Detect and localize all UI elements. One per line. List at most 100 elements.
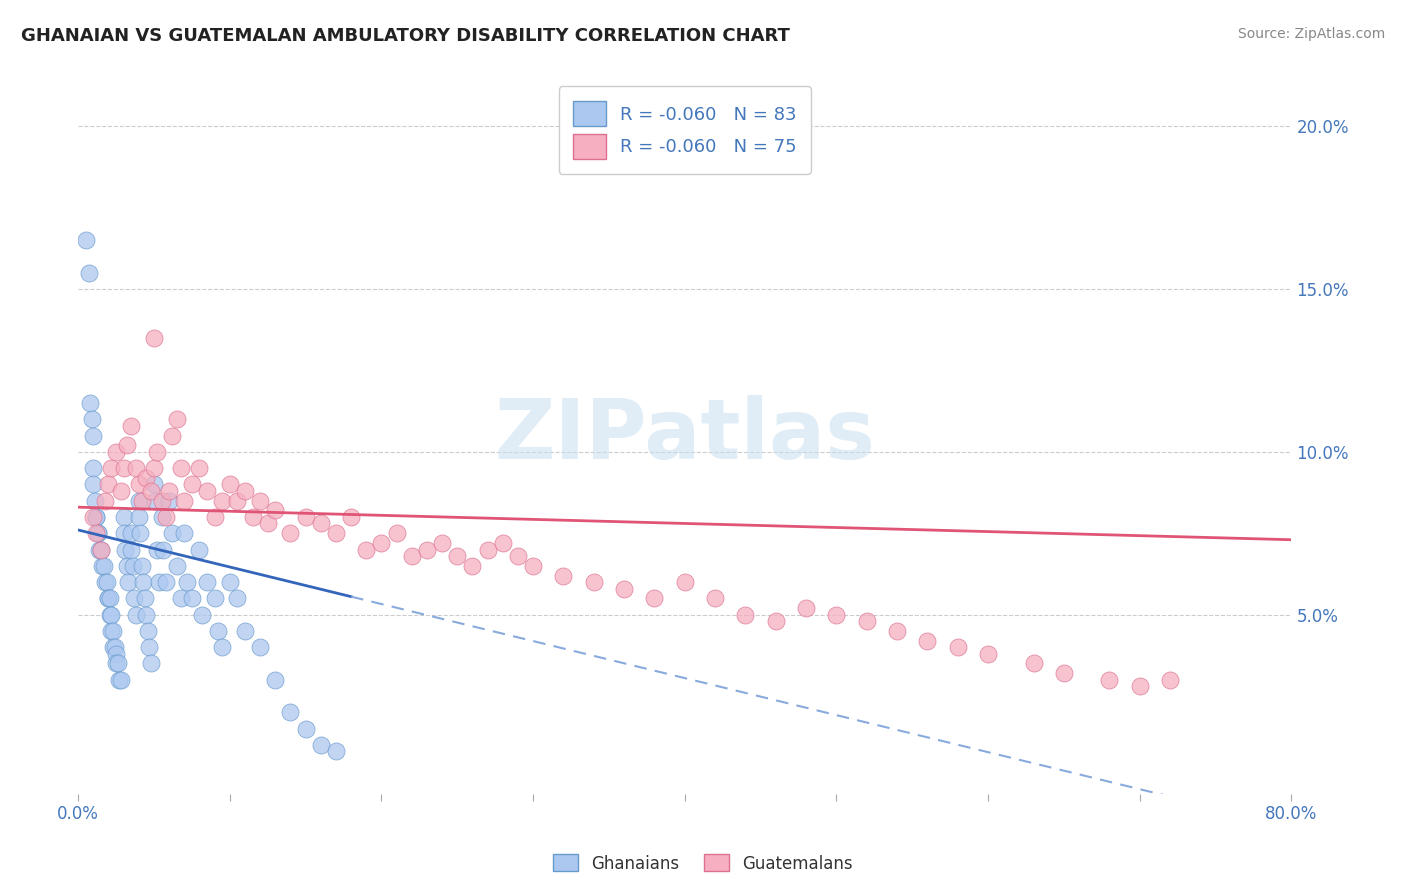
Point <box>461 558 484 573</box>
Point <box>188 542 211 557</box>
Point <box>233 624 256 638</box>
Point <box>553 568 575 582</box>
Point <box>1053 666 1076 681</box>
Point <box>107 657 129 671</box>
Point <box>112 510 135 524</box>
Point <box>103 640 125 655</box>
Point <box>765 614 787 628</box>
Point <box>673 575 696 590</box>
Point <box>226 493 249 508</box>
Point <box>101 640 124 655</box>
Point <box>128 510 150 524</box>
Point <box>173 526 195 541</box>
Point <box>94 493 117 508</box>
Point <box>477 542 499 557</box>
Point <box>704 591 727 606</box>
Point <box>166 558 188 573</box>
Point <box>87 526 110 541</box>
Point <box>82 477 104 491</box>
Point <box>114 542 136 557</box>
Point <box>108 673 131 687</box>
Point <box>242 510 264 524</box>
Point <box>115 438 138 452</box>
Point <box>105 445 128 459</box>
Point <box>180 591 202 606</box>
Point <box>117 575 139 590</box>
Point <box>79 396 101 410</box>
Point <box>98 607 121 622</box>
Point <box>131 493 153 508</box>
Point <box>226 591 249 606</box>
Point <box>207 624 229 638</box>
Point <box>82 428 104 442</box>
Point <box>86 510 108 524</box>
Point <box>94 575 117 590</box>
Point <box>115 558 138 573</box>
Point <box>613 582 636 596</box>
Point <box>148 575 170 590</box>
Point <box>160 526 183 541</box>
Point <box>142 477 165 491</box>
Point <box>416 542 439 557</box>
Point <box>77 266 100 280</box>
Point <box>734 607 756 622</box>
Legend: R = -0.060   N = 83, R = -0.060   N = 75: R = -0.060 N = 83, R = -0.060 N = 75 <box>558 87 811 174</box>
Point <box>157 483 180 498</box>
Point <box>356 542 378 557</box>
Point <box>146 445 169 459</box>
Point <box>340 510 363 524</box>
Point <box>522 558 544 573</box>
Point <box>120 542 142 557</box>
Point <box>170 591 193 606</box>
Point <box>82 461 104 475</box>
Point <box>125 607 148 622</box>
Point <box>90 542 112 557</box>
Point <box>128 493 150 508</box>
Point <box>98 591 121 606</box>
Point <box>218 575 240 590</box>
Point <box>264 503 287 517</box>
Text: ZIPatlas: ZIPatlas <box>495 395 876 476</box>
Point <box>309 738 332 752</box>
Point <box>370 536 392 550</box>
Point <box>166 412 188 426</box>
Point <box>180 477 202 491</box>
Point <box>385 526 408 541</box>
Point <box>90 542 112 557</box>
Point <box>160 428 183 442</box>
Point <box>191 607 214 622</box>
Point <box>1129 679 1152 693</box>
Point <box>176 575 198 590</box>
Point <box>1098 673 1121 687</box>
Point <box>75 233 97 247</box>
Point <box>825 607 848 622</box>
Point <box>87 526 110 541</box>
Point <box>855 614 877 628</box>
Point <box>146 542 169 557</box>
Point <box>101 624 124 638</box>
Point <box>195 483 218 498</box>
Point <box>135 607 157 622</box>
Point <box>195 575 218 590</box>
Point <box>139 657 162 671</box>
Point <box>188 461 211 475</box>
Point <box>91 558 114 573</box>
Point <box>325 744 347 758</box>
Point <box>110 483 132 498</box>
Point <box>93 558 115 573</box>
Point <box>112 526 135 541</box>
Point <box>100 461 122 475</box>
Point <box>138 640 160 655</box>
Point <box>86 510 108 524</box>
Point <box>249 493 271 508</box>
Point <box>100 607 122 622</box>
Point <box>582 575 605 590</box>
Point <box>96 575 118 590</box>
Point <box>110 673 132 687</box>
Point <box>105 657 128 671</box>
Point <box>120 418 142 433</box>
Point <box>135 471 157 485</box>
Point <box>325 526 347 541</box>
Legend: Ghanaians, Guatemalans: Ghanaians, Guatemalans <box>546 847 860 880</box>
Point <box>121 558 143 573</box>
